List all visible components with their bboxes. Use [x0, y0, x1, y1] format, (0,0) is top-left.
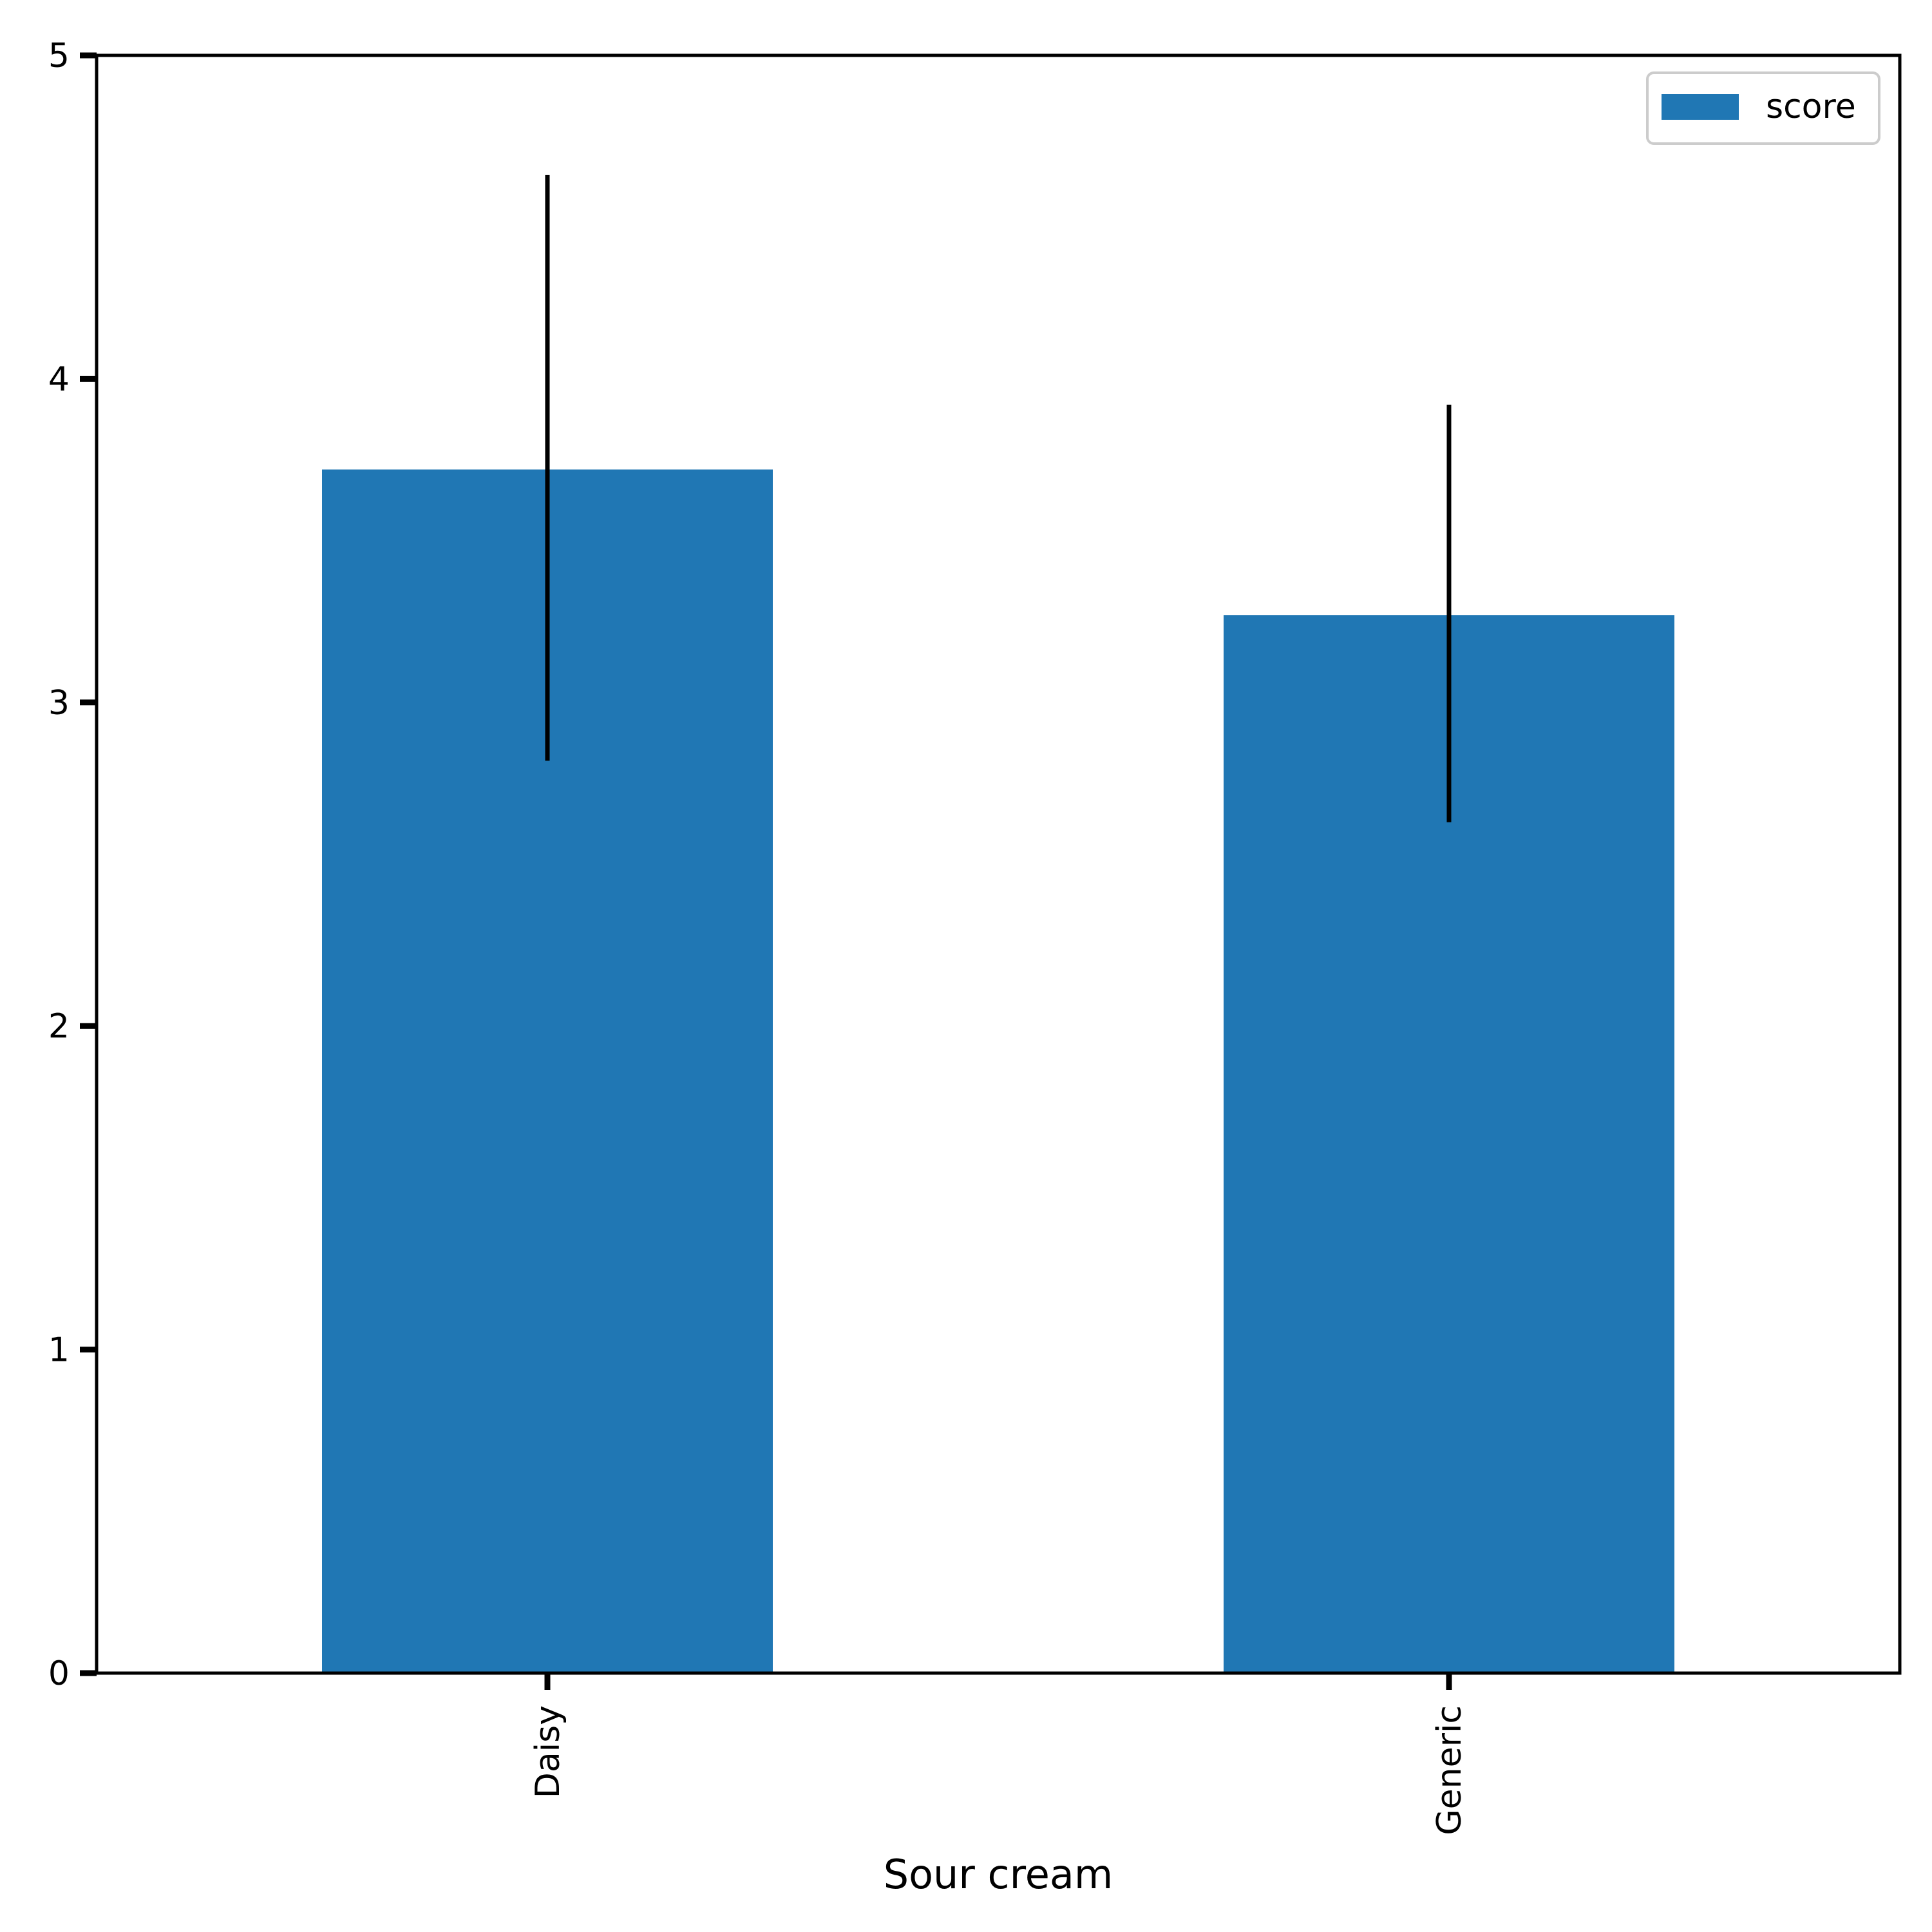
- y-tick-label: 2: [48, 1007, 70, 1046]
- legend: score: [1646, 71, 1880, 145]
- y-tick-label: 3: [48, 684, 70, 723]
- x-axis: Daisy Generic: [529, 1673, 1469, 1835]
- x-tick-label-generic: Generic: [1430, 1705, 1469, 1835]
- bars-layer: [322, 469, 1674, 1673]
- y-tick-label: 0: [48, 1654, 70, 1693]
- y-tick-label: 4: [48, 360, 70, 399]
- legend-box: [1646, 71, 1880, 145]
- plot-frame: [95, 53, 1902, 1675]
- y-axis: 0 1 2 3 4 5: [48, 37, 97, 1693]
- legend-swatch-score: [1662, 94, 1739, 120]
- error-bars-layer: [545, 175, 1452, 822]
- y-tick-label: 5: [48, 37, 70, 75]
- x-tick-label-daisy: Daisy: [529, 1705, 567, 1798]
- y-tick-label: 1: [48, 1331, 70, 1370]
- x-axis-title: Sour cream: [884, 1851, 1113, 1898]
- legend-label-score: score: [1766, 88, 1856, 126]
